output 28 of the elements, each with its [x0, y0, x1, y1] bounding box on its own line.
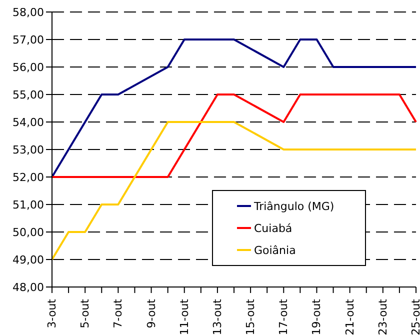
x-tick-label: 19-out — [310, 298, 324, 335]
x-tick-label: 7-out — [112, 298, 125, 328]
legend-label: Triângulo (MG) — [254, 200, 334, 212]
x-tick-label: 3-out — [46, 298, 58, 328]
y-tick-label: 56,00 — [12, 60, 44, 74]
y-tick-label: 58,00 — [12, 6, 44, 19]
y-tick-label: 54,00 — [12, 116, 44, 129]
x-tick-label: 13-out — [210, 298, 224, 335]
y-tick-label: 57,00 — [12, 33, 44, 46]
y-tick-label: 55,00 — [12, 88, 44, 102]
line-series — [51, 121, 417, 260]
x-tick-label: 21-out — [343, 298, 356, 335]
y-tick-label: 49,00 — [12, 253, 44, 266]
y-tick-label: 53,00 — [12, 143, 44, 156]
x-tick-label: 5-out — [78, 298, 92, 328]
x-tick-label: 25-out — [410, 298, 420, 335]
y-tick-label: 51,00 — [12, 198, 44, 212]
y-tick-label: 48,00 — [12, 280, 44, 294]
legend-label: Cuiabá — [254, 222, 292, 234]
legend-label: Goiânia — [254, 244, 296, 256]
y-tick-label: 52,00 — [12, 170, 44, 184]
line-series — [51, 38, 417, 178]
y-tick-label: 50,00 — [12, 226, 44, 239]
x-tick-label: 23-out — [376, 298, 390, 335]
x-tick-label: 15-out — [244, 298, 258, 335]
x-tick-label: 17-out — [277, 298, 290, 335]
x-tick-label: 9-out — [144, 298, 158, 328]
x-tick-label: 11-out — [178, 298, 191, 335]
